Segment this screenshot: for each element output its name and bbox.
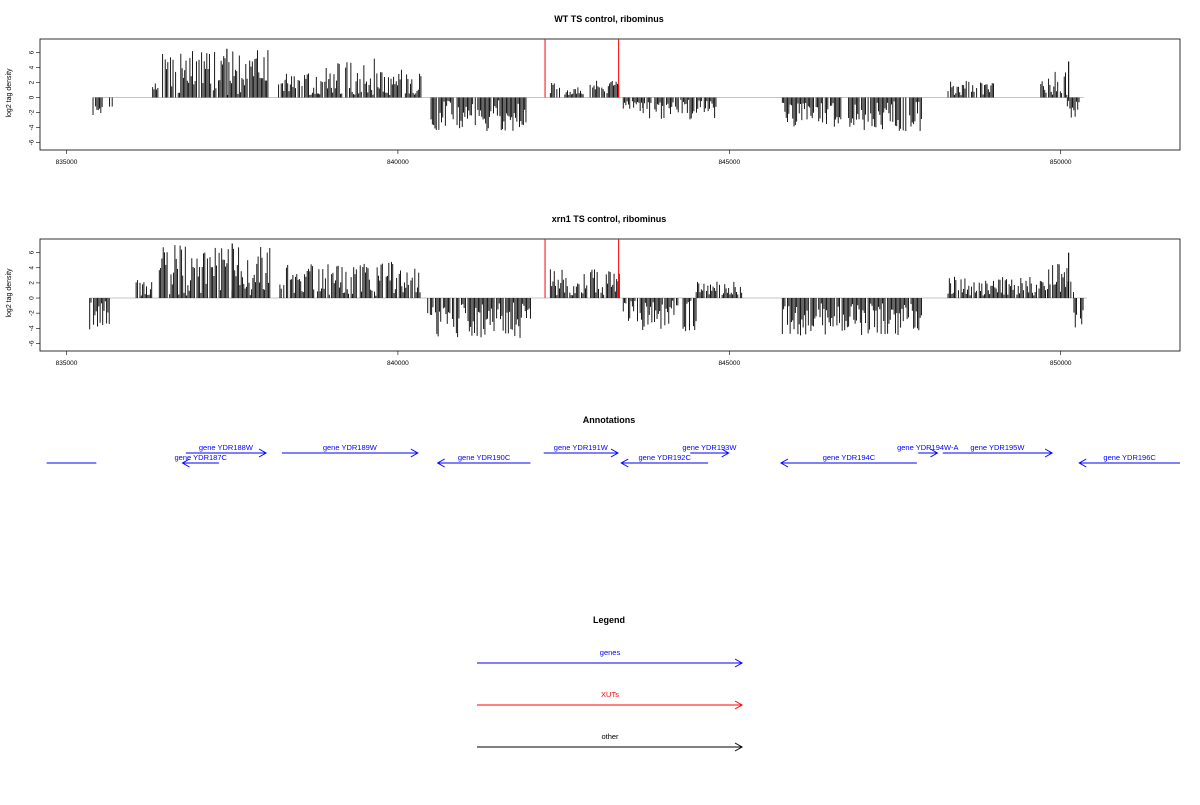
- gene-feature: gene YDR187C: [175, 453, 228, 468]
- arrow-right-icon: [930, 448, 939, 458]
- gene-label: gene YDR187C: [175, 453, 228, 462]
- x-tick-label: 845000: [718, 360, 740, 367]
- gene-label: gene YDR196C: [1103, 453, 1156, 462]
- arrow-left-icon: [620, 458, 629, 468]
- gene-feature: gene YDR192C: [620, 453, 709, 468]
- gene-feature: gene YDR195W: [942, 443, 1054, 458]
- y-tick-label: -4: [29, 325, 36, 331]
- gene-feature: gene YDR189W: [281, 443, 419, 458]
- gene-feature: gene YDR190C: [436, 453, 531, 468]
- y-tick-label: 2: [29, 80, 36, 84]
- arrow-left-icon: [181, 458, 190, 468]
- wt-y-axis-label: log2 tag density: [6, 68, 13, 118]
- gene-feature: gene YDR194W-A: [897, 443, 959, 458]
- arrow-right-icon: [410, 448, 419, 458]
- arrow-right-icon: [610, 448, 619, 458]
- gene-feature: gene YDR191W: [543, 443, 619, 458]
- gene-feature: gene YDR188W: [185, 443, 268, 458]
- y-tick-label: -4: [29, 124, 36, 130]
- gene-label: gene YDR195W: [970, 443, 1025, 452]
- x-tick-label: 845000: [718, 159, 740, 166]
- y-tick-label: -6: [29, 139, 36, 145]
- x-tick-label: 835000: [56, 360, 78, 367]
- gene-label: gene YDR188W: [199, 443, 254, 452]
- gene-label: gene YDR194W-A: [897, 443, 958, 452]
- arrow-right-icon: [258, 448, 268, 458]
- xrn1-coverage-panel: xrn1 TS control, ribominus log2 tag dens…: [6, 214, 1181, 367]
- gene-label: gene YDR190C: [458, 453, 511, 462]
- legend-item: genes: [477, 648, 744, 668]
- legend-label: genes: [600, 648, 621, 657]
- plot-frame: [39, 238, 1181, 352]
- y-tick-label: 0: [29, 95, 36, 99]
- plot-frame: [39, 38, 1181, 151]
- y-tick-label: 4: [29, 65, 36, 69]
- x-tick-label: 835000: [56, 159, 78, 166]
- xrn1-y-axis-label: log2 tag density: [6, 268, 13, 318]
- arrow-left-icon: [436, 458, 445, 468]
- x-tick-label: 840000: [387, 360, 409, 367]
- y-tick-label: 0: [29, 296, 36, 300]
- arrow-left-icon: [1078, 458, 1087, 468]
- gene-label: gene YDR189W: [323, 443, 378, 452]
- y-tick-label: 4: [29, 266, 36, 270]
- legend-item: other: [477, 732, 744, 752]
- gene-feature: gene YDR193W: [682, 443, 737, 458]
- y-tick-label: -6: [29, 340, 36, 346]
- arrow-right-icon: [734, 658, 744, 668]
- gene-label: gene YDR191W: [554, 443, 609, 452]
- x-tick-label: 840000: [387, 159, 409, 166]
- legend-item: XUTs: [477, 690, 744, 710]
- gene-label: gene YDR192C: [638, 453, 691, 462]
- wt-panel-title: WT TS control, ribominus: [554, 14, 664, 24]
- legend-title: Legend: [593, 615, 625, 625]
- gene-label: gene YDR193W: [682, 443, 737, 452]
- y-tick-label: 6: [29, 50, 36, 54]
- arrow-right-icon: [734, 700, 744, 710]
- arrow-right-icon: [734, 742, 744, 752]
- arrow-right-icon: [1044, 448, 1054, 458]
- y-tick-label: -2: [29, 310, 36, 316]
- legend-label: XUTs: [601, 690, 619, 699]
- annotations-title: Annotations: [583, 415, 636, 425]
- arrow-left-icon: [779, 458, 789, 468]
- y-tick-label: -2: [29, 109, 36, 115]
- x-tick-label: 850000: [1050, 360, 1072, 367]
- gene-feature: gene YDR196C: [1078, 453, 1180, 468]
- x-tick-label: 850000: [1050, 159, 1072, 166]
- arrow-right-icon: [721, 448, 730, 458]
- gene-label: gene YDR194C: [823, 453, 876, 462]
- gene-feature: gene YDR194C: [779, 453, 917, 468]
- xrn1-panel-title: xrn1 TS control, ribominus: [552, 214, 667, 224]
- y-tick-label: 2: [29, 281, 36, 285]
- legend: Legend genes XUTs other: [477, 615, 744, 752]
- y-tick-label: 6: [29, 250, 36, 254]
- wt-coverage-panel: WT TS control, ribominus log2 tag densit…: [6, 14, 1181, 166]
- legend-label: other: [601, 732, 619, 741]
